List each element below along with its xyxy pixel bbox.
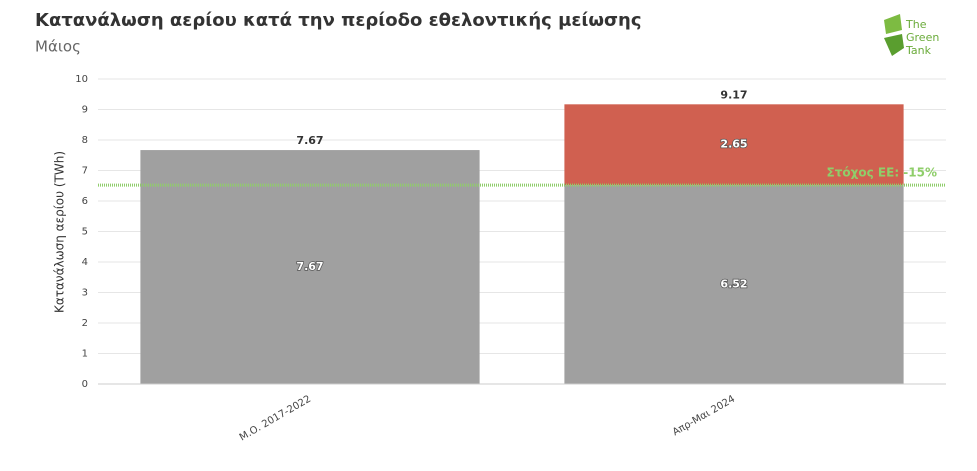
bar-segment bbox=[564, 104, 904, 186]
y-axis-label: Κατανάλωση αερίου (TWh) bbox=[53, 151, 67, 313]
y-tick-label: 3 bbox=[82, 288, 88, 299]
y-tick-label: 2 bbox=[82, 318, 88, 329]
x-tick-label: Μ.Ο. 2017-2022 bbox=[238, 394, 313, 444]
y-tick-label: 6 bbox=[82, 196, 88, 207]
logo: The Green Tank bbox=[884, 14, 939, 57]
y-tick-label: 9 bbox=[82, 105, 88, 116]
y-tick-label: 5 bbox=[82, 227, 88, 238]
value-label: 6.52 bbox=[720, 278, 747, 291]
logo-text: Green bbox=[906, 31, 939, 44]
y-tick-label: 10 bbox=[75, 74, 88, 85]
total-label: 7.67 bbox=[296, 134, 323, 147]
y-tick-label: 1 bbox=[82, 349, 88, 360]
value-label: 7.67 bbox=[296, 260, 323, 273]
logo-text: Tank bbox=[905, 44, 932, 57]
y-tick-label: 4 bbox=[82, 257, 88, 268]
target-label: Στόχος ΕΕ: -15% bbox=[827, 166, 937, 180]
chart-subtitle: Μάιος bbox=[35, 38, 81, 56]
y-tick-label: 8 bbox=[82, 135, 88, 146]
logo-text: The bbox=[905, 18, 927, 31]
y-tick-label: 0 bbox=[82, 379, 88, 390]
value-label: 2.65 bbox=[720, 138, 747, 151]
chart-title: Κατανάλωση αερίου κατά την περίοδο εθελο… bbox=[35, 10, 642, 31]
y-tick-label: 7 bbox=[82, 166, 88, 177]
x-tick-label: Απρ-Μαι 2024 bbox=[671, 394, 737, 439]
total-label: 9.17 bbox=[720, 88, 747, 101]
logo-icon bbox=[884, 14, 902, 34]
bar-segment bbox=[564, 185, 904, 384]
logo-icon bbox=[884, 34, 904, 56]
bar-segment bbox=[140, 150, 480, 384]
